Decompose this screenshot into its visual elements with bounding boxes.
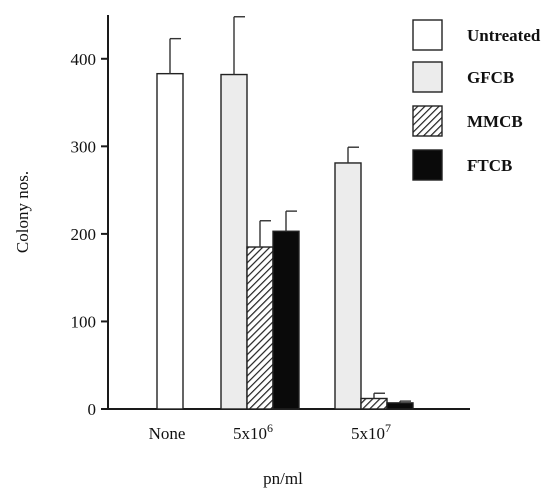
y-tick-label: 0	[88, 400, 97, 419]
bar-untreated-0	[156, 72, 184, 410]
bar-mmcb-1	[246, 246, 274, 410]
legend-label-ftcb: FTCB	[467, 156, 512, 175]
y-tick-label: 300	[71, 137, 97, 156]
x-tick-label: None	[149, 424, 186, 443]
legend-swatch-ftcb	[412, 149, 443, 181]
y-axis-title: Colony nos.	[13, 171, 32, 253]
x-tick-label-exponent: 6	[267, 421, 273, 435]
x-tick-label-base: None	[149, 424, 186, 443]
x-category-labels: None 5x106 5x107	[149, 421, 391, 443]
x-tick-label-base: 5x10	[351, 424, 385, 443]
y-tick-label: 100	[71, 312, 97, 331]
legend-label-mmcb: MMCB	[467, 112, 523, 131]
bar-ftcb-1	[272, 230, 300, 410]
legend-label-untreated: Untreated	[467, 26, 541, 45]
y-tick-label: 400	[71, 50, 97, 69]
legend-swatch-untreated	[412, 19, 443, 51]
bar-mmcb-2	[360, 397, 388, 410]
legend-label-gfcb: GFCB	[467, 68, 514, 87]
legend-swatch-gfcb	[412, 61, 443, 93]
x-tick-label-base: 5x10	[233, 424, 267, 443]
y-ticks: 0 100 200 300 400	[71, 50, 108, 419]
bar-ftcb-2	[386, 402, 414, 410]
bar-gfcb-2	[334, 162, 362, 410]
legend-swatch-mmcb	[412, 105, 443, 137]
bar-gfcb-1	[220, 73, 248, 410]
error-bars	[169, 16, 411, 403]
legend: Untreated GFCB MMCB FTCB	[412, 19, 541, 181]
x-tick-label: 5x107	[351, 421, 391, 443]
x-tick-label-exponent: 7	[385, 421, 391, 435]
x-axis-title: pn/ml	[263, 469, 303, 488]
bars	[156, 72, 414, 410]
y-tick-label: 200	[71, 225, 97, 244]
x-tick-label: 5x106	[233, 421, 273, 443]
